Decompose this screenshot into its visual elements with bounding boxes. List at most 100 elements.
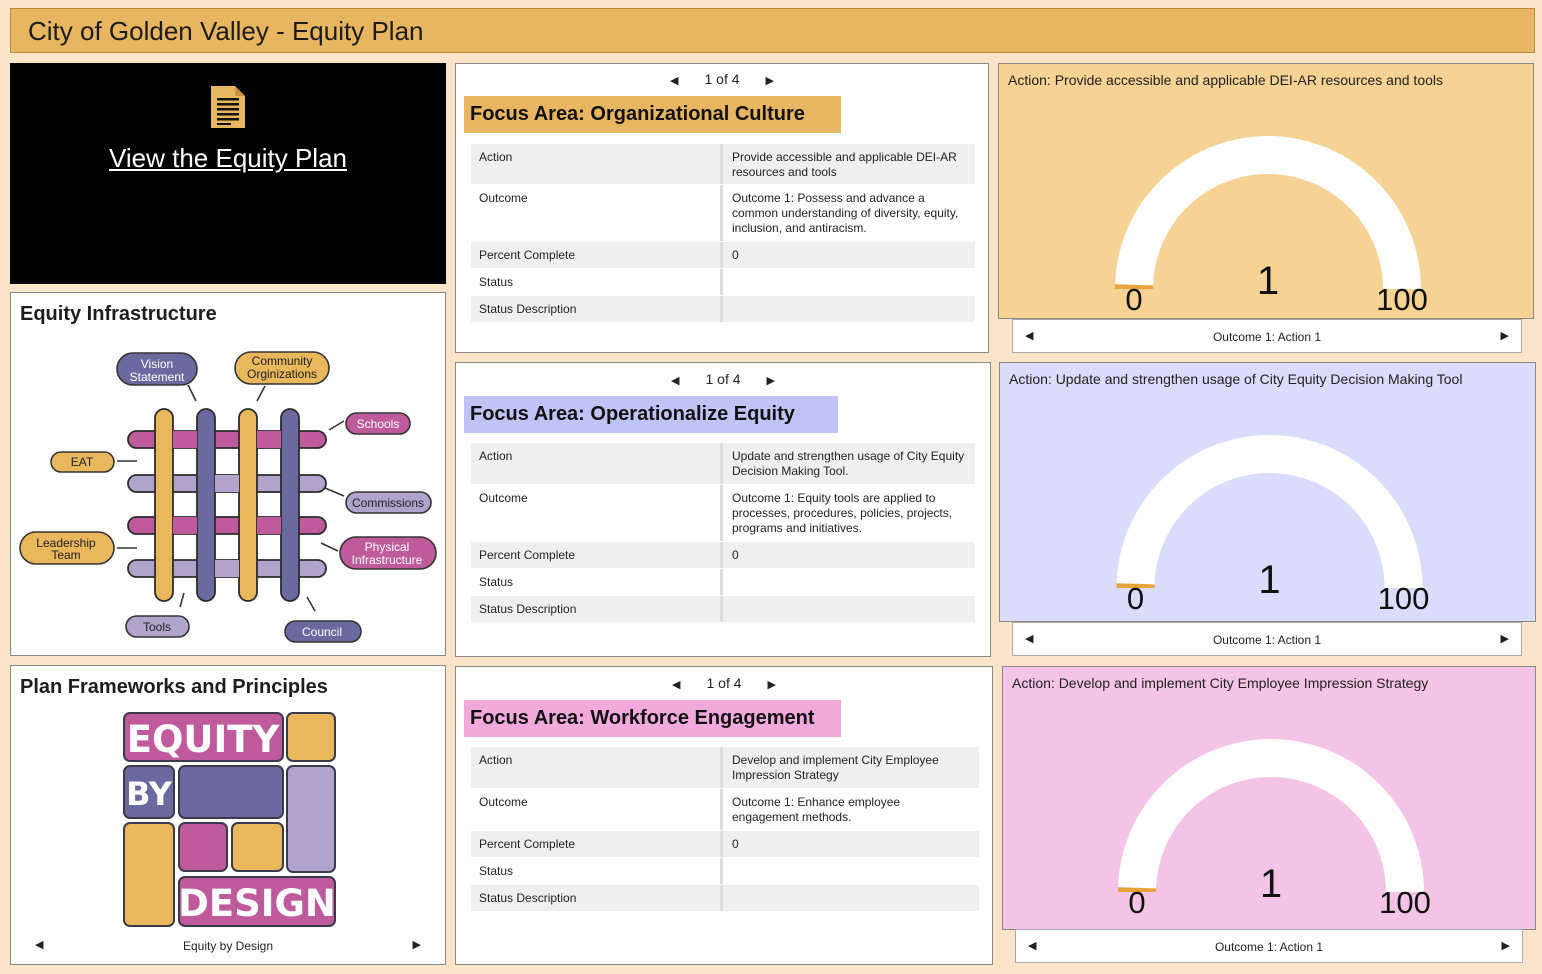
row-label: Outcome [471,485,723,541]
row-value: 0 [732,548,739,562]
label-community-1: Community [252,354,313,368]
gauge-track [1118,739,1424,892]
logo-word-equity: EQUITY [127,718,281,761]
row-value: 0 [732,248,739,262]
focus-area-title: Focus Area: Operationalize Equity [464,396,838,433]
table-row: Action Develop and implement City Employ… [471,747,979,789]
label-council: Council [302,625,342,639]
table-row: Status [471,569,975,596]
view-equity-plan-link[interactable]: View the Equity Plan [109,143,347,173]
pager-label: 1 of 4 [705,371,741,387]
label-physical-1: Physical [365,540,410,554]
gauge-value-label: 1 [1257,259,1279,303]
page-title: City of Golden Valley - Equity Plan [28,16,424,46]
row-value [723,569,975,595]
gauge-action-text: Action: Update and strengthen usage of C… [1009,371,1463,387]
equity-by-design-logo: EQUITY BY DESIGN [123,712,336,927]
gauge-next-arrow[interactable]: ▶ [1501,940,1510,952]
gauge-nav-label: Outcome 1: Action 1 [1212,330,1322,344]
table-row: Percent Complete 0 [471,831,979,858]
row-value: Outcome 1: Enhance employee engagement m… [732,795,901,824]
table-row: Percent Complete 0 [471,542,975,569]
gauge-nav-1: ◀ Outcome 1: Action 1 ▶ [1012,319,1522,353]
gauge-next-arrow[interactable]: ▶ [1500,330,1509,342]
gauge-fill [1115,284,1154,289]
row-value: Update and strengthen usage of City Equi… [732,449,965,478]
row-label: Percent Complete [471,831,723,857]
frameworks-nav: ◀ Equity by Design ▶ [23,929,433,963]
pager-prev-arrow[interactable]: ◀ [671,375,680,387]
row-label: Status Description [471,596,723,622]
table-row: Status Description [471,885,979,912]
label-eat: EAT [71,455,94,469]
table-row: Outcome Outcome 1: Possess and advance a… [471,185,975,242]
pager-prev-arrow[interactable]: ◀ [670,75,679,87]
label-tools: Tools [143,620,171,634]
pager-next-arrow[interactable]: ▶ [767,679,776,691]
pager-next-arrow[interactable]: ▶ [766,375,775,387]
gauge-min-label: 0 [1128,885,1145,920]
row-label: Percent Complete [471,542,723,568]
row-label: Status Description [471,885,723,911]
table-row: Status [471,269,975,296]
app-header: City of Golden Valley - Equity Plan [10,8,1535,53]
gauge-fill [1118,887,1157,892]
gauge-max-label: 100 [1379,885,1431,920]
table-row: Action Update and strengthen usage of Ci… [471,443,975,485]
label-commissions: Commissions [352,496,424,510]
gauge-min-label: 0 [1127,581,1144,616]
focus-pager: ◀ 1 of 4 ▶ [456,675,992,691]
logo-word-by: BY [126,775,173,813]
table-row: Status Description [471,596,975,623]
label-community-2: Orginizations [247,367,317,381]
focus-table: Action Develop and implement City Employ… [471,747,979,912]
gauge-fill [1116,583,1155,588]
pager-prev-arrow[interactable]: ◀ [672,679,681,691]
pager-next-arrow[interactable]: ▶ [765,75,774,87]
equity-plan-link-panel[interactable]: View the Equity Plan [10,63,446,284]
row-label: Status Description [471,296,723,322]
label-vision-2: Statement [130,370,185,384]
logo-word-design: DESIGN [178,882,336,925]
pager-label: 1 of 4 [704,71,740,87]
gauge-chart: 0 100 1 [1115,136,1428,317]
frameworks-next-arrow[interactable]: ▶ [412,939,421,951]
gauge-nav-3: ◀ Outcome 1: Action 1 ▶ [1015,929,1523,963]
gauge-nav-2: ◀ Outcome 1: Action 1 ▶ [1012,622,1522,656]
gauge-nav-label: Outcome 1: Action 1 [1214,940,1324,954]
focus-card-operationalize-equity: ◀ 1 of 4 ▶ Focus Area: Operationalize Equi… [455,362,991,657]
gauge-prev-arrow[interactable]: ◀ [1025,633,1034,645]
row-label: Status [471,269,723,295]
focus-table: Action Update and strengthen usage of Ci… [471,443,975,623]
focus-table: Action Provide accessible and applicable… [471,144,975,323]
table-row: Outcome Outcome 1: Enhance employee enga… [471,789,979,831]
label-physical-2: Infrastructure [352,553,423,567]
infrastructure-title: Equity Infrastructure [20,303,217,325]
table-row: Percent Complete 0 [471,242,975,269]
table-row: Status Description [471,296,975,323]
row-value [723,296,975,322]
gauge-track [1115,136,1421,289]
gauge-panel-3: Action: Develop and implement City Emplo… [1002,666,1536,930]
row-value: 0 [732,837,739,851]
gauge-max-label: 100 [1378,581,1430,616]
row-label: Percent Complete [471,242,723,268]
row-label: Outcome [471,789,723,830]
label-leadership-1: Leadership [36,536,96,550]
gauge-min-label: 0 [1125,282,1142,317]
table-row: Action Provide accessible and applicable… [471,144,975,185]
row-value [723,885,979,911]
gauge-value-label: 1 [1258,558,1280,602]
focus-area-title: Focus Area: Workforce Engagement [464,700,841,737]
gauge-prev-arrow[interactable]: ◀ [1028,940,1037,952]
gauge-panel-2: Action: Update and strengthen usage of C… [999,362,1536,622]
frameworks-prev-arrow[interactable]: ◀ [35,939,44,951]
focus-card-organizational-culture: ◀ 1 of 4 ▶ Focus Area: Organizational Cult… [455,63,989,353]
row-label: Action [471,144,723,184]
gauge-value-label: 1 [1260,862,1282,906]
row-label: Status [471,858,723,884]
row-value: Outcome 1: Possess and advance a common … [732,191,959,235]
infrastructure-diagram: Vision Statement Community Orginizations… [19,351,437,643]
gauge-next-arrow[interactable]: ▶ [1500,633,1509,645]
gauge-prev-arrow[interactable]: ◀ [1025,330,1034,342]
